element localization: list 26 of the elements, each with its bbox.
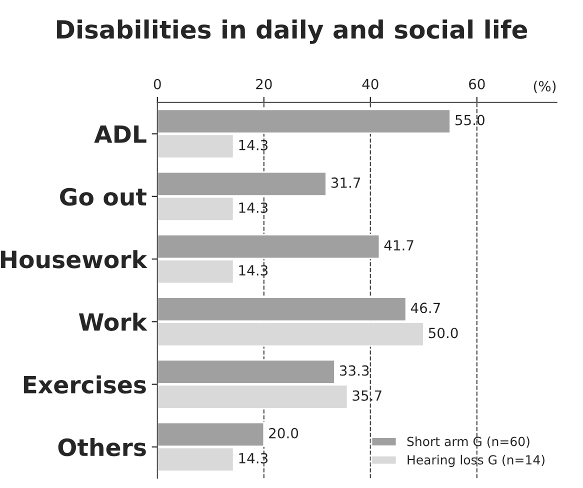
y-tick-label: ADL [94,126,146,143]
data-label: 55.0 [456,114,484,126]
y-tick-label: Housework [0,250,148,268]
y-tick-label: Exercises [24,375,146,394]
data-label: 14.3 [239,265,268,276]
legend-label: Short arm G (n=60) [407,436,530,448]
x-axis-title: (%) [534,80,556,94]
y-tick-label: Go out [60,188,146,206]
x-tick-label: 0 [154,78,161,90]
x-tick-label: 20 [256,78,272,90]
y-tick-label: Others [58,438,146,456]
data-label: 35.7 [352,390,382,401]
data-label: 46.7 [410,302,440,314]
data-label: 31.7 [331,177,360,188]
data-label: 33.3 [340,365,369,376]
data-label: 20.0 [269,428,298,438]
data-label: 14.3 [239,140,268,150]
y-tick-label: Work [78,312,148,331]
x-tick-label: 40 [362,78,378,90]
data-label: 14.3 [239,452,268,464]
data-label: 41.7 [384,240,414,250]
data-label: 14.3 [239,202,268,213]
legend-label: Hearing loss G (n=14) [408,454,544,467]
chart-title: Disabilities in daily and social life [57,20,528,44]
data-label: 50.0 [428,328,458,338]
x-tick-label: 60 [469,78,485,90]
